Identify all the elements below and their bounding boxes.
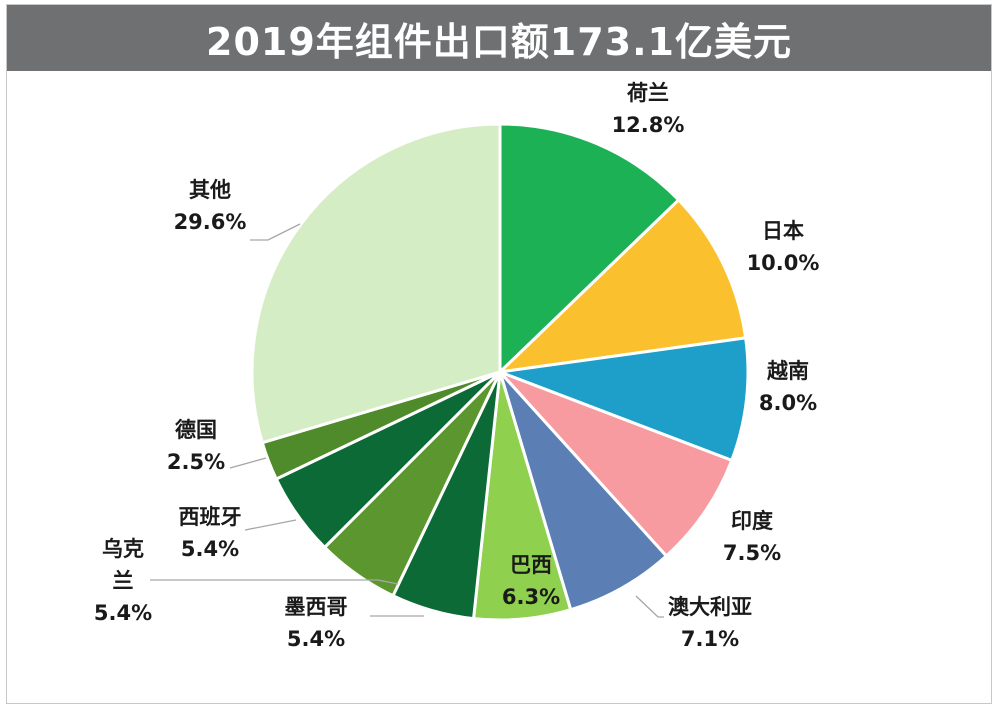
pie-slice [498,370,734,559]
slice-value-label: 7.5% [723,541,781,565]
slice-value-label: 29.6% [174,210,247,234]
slice-value-label: 5.4% [181,537,239,561]
chart-title: 2019年组件出口额173.1亿美元 [7,5,991,71]
slice-name-label: 印度 [731,509,773,533]
slice-label: 越南 8.0% [759,359,817,415]
pie-slice [498,122,681,376]
slice-label: 印度 7.5% [723,509,781,565]
slice-label: 乌克兰 5.4% [94,537,152,625]
slice-value-label: 10.0% [747,251,820,275]
leader-line [150,579,399,585]
leader-line [635,595,664,618]
slice-name-label: 其他 [189,178,231,202]
slice-labels: 荷兰 12.8% 日本 10.0% 越南 8.0% 印度 7.5% 澳大利亚 7.1% 巴西 6.3%… [94,81,820,651]
slice-name-label: 越南 [766,359,809,383]
slice-label: 其他 29.6% [174,178,247,234]
pie-slice [250,122,502,445]
leader-line [244,519,297,531]
slice-name-label: 德国 [175,418,217,442]
slice-name-label: 日本 [762,219,804,243]
slice-name-label: 乌克 [102,537,144,561]
slice-name-label: 巴西 [510,553,552,577]
slice-name-label: 墨西哥 [285,595,348,619]
leader-line [250,223,301,241]
slice-label: 日本 10.0% [747,219,820,275]
slice-value-label: 7.1% [681,627,739,651]
slice-label: 荷兰 12.8% [612,81,685,137]
leader-lines [150,223,664,618]
pie-slice [498,370,669,612]
slice-value-label: 2.5% [167,450,225,474]
slice-label: 墨西哥 5.4% [285,595,348,651]
slice-value-label: 5.4% [287,627,345,651]
pie-slices [250,122,750,622]
slice-name-label: 荷兰 [627,81,669,105]
slice-name-label: 西班牙 [179,505,242,529]
slice-name-label: 澳大利亚 [668,595,752,619]
slice-label: 德国 2.5% [167,418,225,474]
pie-slice [495,197,748,375]
slice-name-label: 兰 [113,569,134,593]
pie-slice [499,336,750,463]
slice-label: 巴西 6.3% [502,553,560,609]
slice-value-label: 6.3% [502,585,560,609]
slice-value-label: 8.0% [759,391,817,415]
leader-line [229,457,267,469]
slice-value-label: 5.4% [94,601,152,625]
slice-value-label: 12.8% [612,113,685,137]
slice-label: 澳大利亚 7.1% [668,595,752,651]
slice-label: 西班牙 5.4% [179,505,242,561]
